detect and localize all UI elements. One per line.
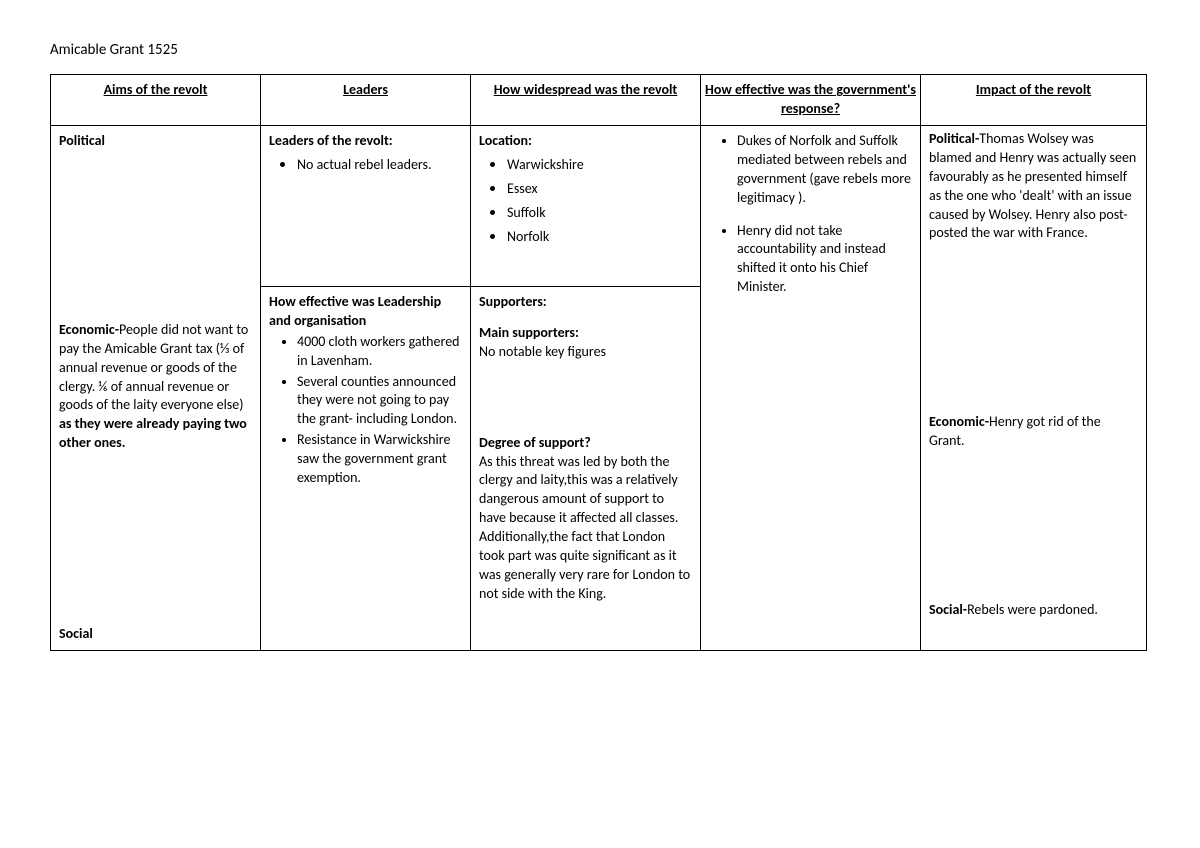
aims-political-label: Political — [59, 132, 252, 151]
list-item: Resistance in Warwickshire saw the gover… — [297, 431, 462, 488]
table-header-row: Aims of the revolt Leaders How widesprea… — [51, 75, 1147, 126]
list-item: No actual rebel leaders. — [297, 153, 462, 175]
response-list-2: Henry did not take accountability and in… — [709, 222, 912, 298]
impact-social-text: Rebels were pardoned. — [967, 601, 1098, 618]
impact-political-lead: Political- — [929, 130, 979, 147]
revolt-table: Aims of the revolt Leaders How widesprea… — [50, 74, 1147, 651]
cell-supporters: Supporters: Main supporters: No notable … — [471, 287, 701, 651]
impact-social: Social-Rebels were pardoned. — [929, 601, 1138, 620]
leaders-heading: Leaders of the revolt: — [269, 132, 462, 151]
list-item: Henry did not take accountability and in… — [737, 222, 912, 298]
leaders-list: No actual rebel leaders. — [269, 153, 462, 175]
list-item: 4000 cloth workers gathered in Lavenham. — [297, 333, 462, 371]
header-response: How effective was the government's respo… — [701, 75, 921, 126]
aims-economic-text-b: as they were already paying two other on… — [59, 415, 247, 451]
degree-p2: Additionally,the fact that London took p… — [479, 528, 692, 604]
list-item: Essex — [507, 177, 692, 199]
impact-economic: Economic-Henry got rid of the Grant. — [929, 413, 1138, 451]
main-supporters-heading: Main supporters: — [479, 324, 692, 343]
location-list: Warwickshire Essex Suffolk Norfolk — [479, 153, 692, 247]
impact-social-lead: Social- — [929, 601, 967, 618]
page-title: Amicable Grant 1525 — [50, 40, 1150, 60]
aims-social-label: Social — [59, 625, 252, 644]
header-impact: Impact of the revolt — [921, 75, 1147, 126]
leadership-eff-heading: How effective was Leadership and organis… — [269, 293, 462, 331]
degree-p1: As this threat was led by both the clerg… — [479, 453, 692, 529]
location-heading: Location: — [479, 132, 692, 151]
list-item: Suffolk — [507, 201, 692, 223]
supporters-heading: Supporters: — [479, 293, 692, 312]
cell-location: Location: Warwickshire Essex Suffolk Nor… — [471, 126, 701, 287]
list-item: Norfolk — [507, 225, 692, 247]
header-widespread: How widespread was the revolt — [471, 75, 701, 126]
header-leaders: Leaders — [261, 75, 471, 126]
aims-economic-lead: Economic- — [59, 321, 119, 338]
cell-response: Dukes of Norfolk and Suffolk mediated be… — [701, 126, 921, 651]
table-row: Political Economic-People did not want t… — [51, 126, 1147, 287]
cell-leaders-top: Leaders of the revolt: No actual rebel l… — [261, 126, 471, 287]
list-item: Dukes of Norfolk and Suffolk mediated be… — [737, 132, 912, 208]
list-item: Several counties announced they were not… — [297, 373, 462, 430]
impact-political: Political-Thomas Wolsey was blamed and H… — [929, 130, 1138, 243]
header-aims: Aims of the revolt — [51, 75, 261, 126]
degree-heading: Degree of support? — [479, 434, 692, 453]
cell-leadership-effectiveness: How effective was Leadership and organis… — [261, 287, 471, 651]
main-supporters-text: No notable key figures — [479, 343, 692, 362]
list-item: Warwickshire — [507, 153, 692, 175]
cell-impact: Political-Thomas Wolsey was blamed and H… — [921, 126, 1147, 651]
impact-economic-lead: Economic- — [929, 413, 989, 430]
aims-economic: Economic-People did not want to pay the … — [59, 321, 252, 453]
cell-aims: Political Economic-People did not want t… — [51, 126, 261, 651]
response-list: Dukes of Norfolk and Suffolk mediated be… — [709, 132, 912, 208]
leadership-eff-list: 4000 cloth workers gathered in Lavenham.… — [269, 333, 462, 488]
